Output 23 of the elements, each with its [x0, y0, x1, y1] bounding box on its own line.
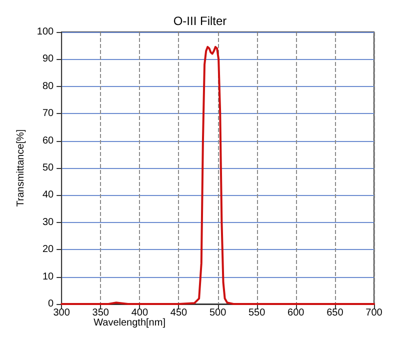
y-axis-title: Transmittance[%] — [16, 129, 26, 207]
x-tick-label: 700 — [366, 308, 383, 318]
x-tick-label: 400 — [131, 308, 148, 318]
x-tick-label: 300 — [53, 308, 70, 318]
x-tick-label: 350 — [92, 308, 110, 318]
y-tick-label: 20 — [42, 244, 54, 256]
x-axis-title: Wavelength[nm] — [94, 318, 166, 328]
x-tick-label: 600 — [288, 308, 305, 318]
y-tick-label: 70 — [42, 108, 54, 120]
y-tick-label: 80 — [42, 80, 54, 92]
y-tick-label: 50 — [42, 162, 54, 174]
x-tick-label: 500 — [209, 308, 227, 318]
y-tick-label: 100 — [36, 26, 54, 38]
y-tick-label: 90 — [42, 54, 54, 65]
y-tick-label: 30 — [42, 216, 54, 228]
y-tick-label: 60 — [42, 135, 54, 146]
y-tick-label: 10 — [42, 271, 54, 282]
x-tick-label: 650 — [326, 308, 344, 318]
x-tick-label: 450 — [170, 308, 188, 318]
y-tick-label: 40 — [42, 190, 54, 201]
x-tick-label: 550 — [248, 308, 266, 318]
y-tick-label: 0 — [48, 298, 54, 310]
chart-title: O-III Filter — [173, 14, 227, 28]
